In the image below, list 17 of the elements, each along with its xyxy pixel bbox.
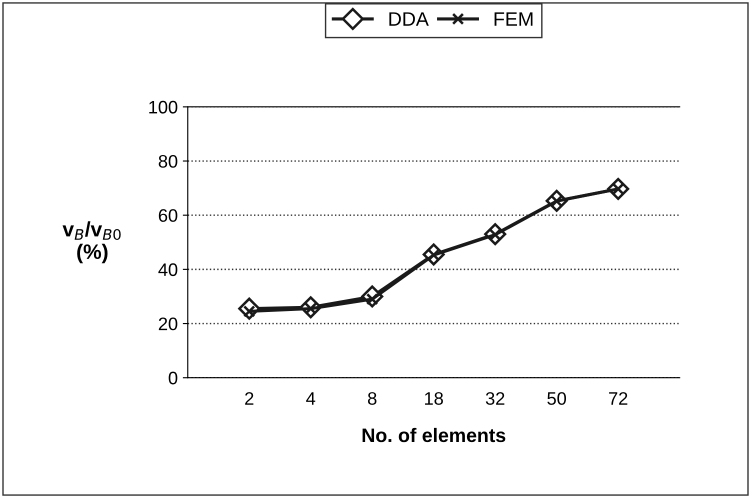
legend-label: DDA	[389, 12, 429, 26]
y-axis-title: v$_{B}$/v$_{B0}$ (%)	[62, 221, 121, 264]
x-tick-label: 4	[306, 392, 316, 405]
y-tick-label: 20	[158, 317, 178, 330]
x-tick-label: 72	[609, 392, 628, 405]
y-tick-label: 40	[158, 263, 178, 276]
x-tick-label: 18	[425, 392, 443, 405]
y-tick-label: 0	[168, 372, 178, 384]
y-tick-label: 80	[158, 154, 178, 168]
y-tick-label: 60	[158, 209, 178, 222]
legend-label: FEM	[494, 12, 532, 26]
x-tick-label: 2	[245, 392, 254, 405]
x-tick-label: 50	[547, 392, 566, 405]
x-axis-title: No. of elements	[362, 428, 506, 442]
y-tick-label: 100	[149, 100, 178, 114]
x-tick-label: 8	[368, 392, 376, 405]
x-tick-label: 32	[486, 392, 504, 405]
